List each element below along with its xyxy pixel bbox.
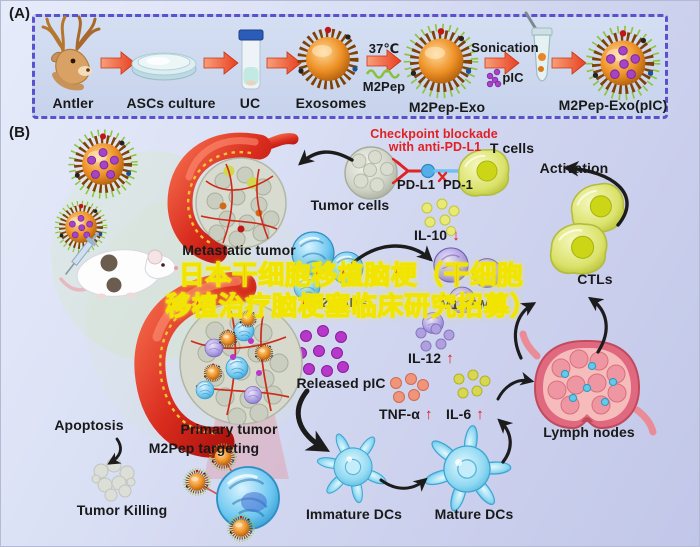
m2pep-targeting-art — [184, 444, 281, 540]
panel-a-tag: (A) — [9, 5, 31, 22]
mature-dc-art — [414, 416, 520, 521]
anti-pd-l1-label: with anti-PD-L1 — [388, 140, 482, 154]
il6-label: IL-6 ↑ — [446, 406, 484, 423]
released-pic-dots — [295, 325, 349, 377]
ctls-label: CTLs — [577, 271, 613, 287]
up-arrow-icon: ↑ — [476, 406, 484, 423]
injected-exosome-icon — [72, 133, 135, 196]
step-label-antler: Antler — [52, 95, 94, 111]
metastatic-tumor-label: Metastatic tumor — [182, 242, 296, 258]
apoptotic-cell-art — [91, 457, 136, 502]
tumor-cells-art — [344, 146, 398, 200]
injected-exosome-icon — [57, 203, 105, 251]
step-label-m2pep-exo-pic: M2Pep-Exo(pIC) — [558, 97, 668, 113]
tumor-cells-label: Tumor cells — [310, 197, 390, 213]
released-pic-label: Released pIC — [296, 375, 386, 391]
mature-dcs-label: Mature DCs — [434, 506, 514, 522]
il12-label: IL-12 ↑ — [408, 350, 454, 367]
watermark-line2: 移植治疗脑梗塞临床研究招募） — [165, 290, 537, 321]
sonication-label: Sonication — [471, 40, 539, 55]
apoptosis-label: Apoptosis — [54, 417, 124, 433]
ctl-cell-art — [547, 219, 610, 279]
pd-l1-label: PD-L1 — [396, 177, 436, 192]
metastatic-tumor-art — [167, 132, 299, 264]
primary-tumor-label: Primary tumor — [180, 421, 278, 437]
panel-b-tag: (B) — [9, 124, 31, 141]
il6-dots — [453, 369, 491, 399]
il10-label: IL-10 ↓ — [414, 227, 460, 244]
il12-text: IL-12 — [408, 350, 442, 366]
down-arrow-icon: ↓ — [452, 227, 460, 244]
syringe-icon — [64, 231, 100, 275]
activation-label: Activation — [539, 160, 609, 176]
lymph-nodes-label: Lymph nodes — [543, 424, 635, 440]
step-label-m2pep-exo: M2Pep-Exo — [408, 99, 486, 115]
temperature-label: 37℃ — [368, 41, 400, 56]
pd-1-label: PD-1 — [442, 177, 474, 192]
immature-dcs-label: Immature DCs — [305, 506, 403, 522]
tnf-dots — [390, 373, 429, 403]
immature-dc-art — [308, 422, 398, 511]
tumor-killing-label: Tumor Killing — [76, 502, 168, 518]
targeting-beam — [204, 336, 289, 479]
checkpoint-blockade-label: Checkpoint blockade — [370, 127, 498, 141]
watermark-text: 日本干细胞移植脑梗（干细胞 移植治疗脑梗塞临床研究招募） — [165, 259, 537, 322]
up-arrow-icon: ↑ — [446, 350, 454, 367]
pic-label: pIC — [502, 70, 524, 85]
watermark-line1: 日本干细胞移植脑梗（干细胞 — [178, 259, 524, 290]
mouse-icon — [59, 249, 178, 299]
il10-text: IL-10 — [414, 227, 448, 243]
step-label-uc: UC — [239, 95, 261, 111]
step-label-exosomes: Exosomes — [295, 95, 367, 111]
tnf-label: TNF-α ↑ — [379, 406, 433, 423]
tnf-text: TNF-α — [379, 406, 420, 422]
ctl-cell-art — [567, 180, 629, 238]
m2pep-targeting-label: M2Pep targeting — [148, 440, 260, 456]
step-label-ascs-culture: ASCs culture — [126, 95, 216, 111]
il6-text: IL-6 — [446, 406, 472, 422]
t-cells-label: T cells — [489, 140, 535, 156]
up-arrow-icon: ↑ — [424, 406, 433, 423]
il12-dots — [415, 323, 455, 352]
m2-tams-label: M2-TAMs — [310, 295, 368, 310]
lymph-node-art — [519, 330, 657, 436]
m2pep-label: M2Pep — [362, 79, 406, 94]
